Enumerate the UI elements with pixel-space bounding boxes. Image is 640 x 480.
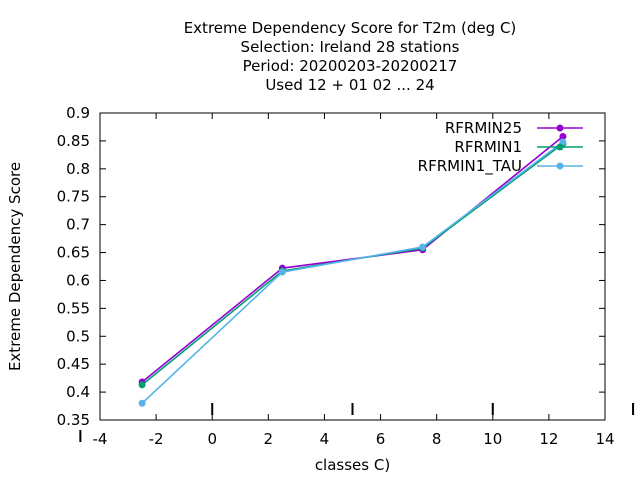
- y-tick-label: 0.9: [66, 104, 90, 122]
- legend-entry-3: RFRMIN1_TAU: [418, 157, 583, 176]
- data-point: [138, 399, 146, 407]
- data-point: [559, 132, 567, 140]
- y-tick-label: 0.6: [66, 271, 90, 289]
- legend-swatch-marker: [556, 143, 564, 151]
- sample-count-marks: [79, 403, 635, 442]
- y-tick-label: 0.35: [57, 411, 90, 429]
- x-tick-label: 12: [539, 430, 558, 448]
- x-tick-label: -4: [93, 430, 108, 448]
- y-tick-label: 0.75: [57, 188, 90, 206]
- x-tick-label: 8: [432, 430, 442, 448]
- x-tick-label: 0: [207, 430, 217, 448]
- y-tick-label: 0.65: [57, 244, 90, 262]
- x-tick-label: 6: [376, 430, 386, 448]
- title-line-4: Used 12 + 01 02 ... 24: [265, 76, 434, 94]
- x-tick-label: 14: [595, 430, 614, 448]
- y-tick-label: 0.5: [66, 327, 90, 345]
- y-tick-label: 0.7: [66, 216, 90, 234]
- legend-entry-2: RFRMIN1: [454, 138, 583, 156]
- legend-label: RFRMIN25: [445, 119, 522, 137]
- y-tick-label: 0.85: [57, 132, 90, 150]
- chart-title: Extreme Dependency Score for T2m (deg C)…: [184, 19, 517, 94]
- y-axis: 0.35 0.4 0.45 0.5 0.55 0.6 0.65 0.7 0.75 0.8 0.85 0…: [57, 104, 605, 429]
- series-line-2: [141, 143, 564, 386]
- legend-entry-1: RFRMIN25: [445, 119, 583, 137]
- y-tick-label: 0.45: [57, 355, 90, 373]
- legend-label: RFRMIN1: [454, 138, 522, 156]
- title-line-2: Selection: Ireland 28 stations: [241, 38, 460, 56]
- title-line-3: Period: 20200203-20200217: [243, 57, 458, 75]
- x-tick-label: -2: [149, 430, 164, 448]
- legend-label: RFRMIN1_TAU: [418, 157, 522, 176]
- plot-frame: [99, 112, 606, 421]
- y-tick-label: 0.55: [57, 299, 90, 317]
- title-line-1: Extreme Dependency Score for T2m (deg C): [184, 19, 517, 37]
- data-point: [278, 268, 286, 276]
- x-axis: -4 -2 0 2 4 6 8 10 12 14: [93, 113, 615, 448]
- x-tick-label: 2: [264, 430, 274, 448]
- legend-swatch-marker: [556, 124, 564, 132]
- y-tick-label: 0.8: [66, 160, 90, 178]
- y-axis-label: Extreme Dependency Score: [6, 162, 24, 371]
- legend-swatch-marker: [556, 162, 564, 170]
- data-point: [419, 243, 427, 251]
- data-point: [138, 381, 146, 389]
- x-tick-label: 10: [483, 430, 502, 448]
- x-axis-label: classes C): [315, 456, 390, 474]
- series-lines: [138, 132, 567, 407]
- series-line-3: [141, 141, 564, 404]
- y-tick-label: 0.4: [66, 383, 90, 401]
- x-tick-label: 4: [320, 430, 330, 448]
